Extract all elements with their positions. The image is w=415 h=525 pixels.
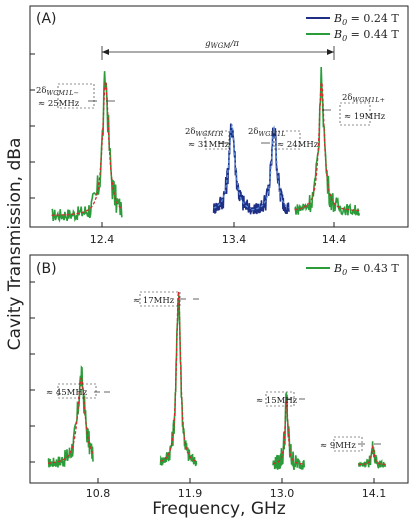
- series-a-green-peak-1: [51, 71, 123, 223]
- annotation-b1: ≈ 45MHz: [46, 383, 110, 399]
- series-b-peak-4: [357, 441, 387, 469]
- svg-text:≈ 9MHz: ≈ 9MHz: [320, 441, 356, 451]
- series-b-peak-4-fit: [358, 445, 386, 466]
- svg-text:≈ 19MHz: ≈ 19MHz: [344, 112, 386, 122]
- y-ticks-b: [30, 281, 35, 463]
- series-b-peak-2-fit: [160, 291, 197, 463]
- svg-text:≈ 17MHz: ≈ 17MHz: [133, 296, 175, 306]
- legend-a: B0 = 0.24 T B0 = 0.44 T: [306, 12, 399, 43]
- x-tick-b-3: 14.1: [362, 487, 387, 500]
- annotation-a1: 2δWGM1L− ≈ 25MHz: [36, 83, 115, 109]
- series-a-green-peak-1-fit: [51, 81, 123, 216]
- x-tick-a-2: 14.4: [322, 233, 347, 246]
- svg-text:2δWGM1L+: 2δWGM1L+: [342, 93, 385, 104]
- panel-a-curves: [51, 66, 361, 223]
- svg-text:≈ 15MHz: ≈ 15MHz: [256, 396, 298, 406]
- annotation-b3: ≈ 15MHz: [256, 391, 305, 407]
- series-b-peak-2: [159, 295, 198, 467]
- panel-b-curves: [47, 291, 387, 471]
- annotation-b2: ≈ 17MHz: [133, 291, 199, 307]
- legend-b1-label: B0 = 0.43 T: [333, 262, 399, 277]
- x-ticks-a: 12.4 13.4 14.4: [90, 222, 347, 246]
- svg-text:2δWGM1L: 2δWGM1L: [248, 127, 286, 138]
- series-b-peak-1-fit: [48, 377, 94, 464]
- legend-a2-label: B0 = 0.44 T: [333, 28, 399, 43]
- series-a-navy-peak-1: [212, 123, 253, 215]
- svg-text:≈ 31MHz: ≈ 31MHz: [188, 140, 230, 150]
- annotation-a3: 2δWGM1L ≈ 24MHz: [248, 127, 319, 150]
- svg-text:≈ 45MHz: ≈ 45MHz: [46, 388, 88, 398]
- svg-text:2δWGM1R: 2δWGM1R: [185, 127, 223, 138]
- x-tick-b-0: 10.8: [86, 487, 111, 500]
- series-a-green-peak-2-fit: [294, 82, 360, 212]
- y-axis-title: Cavity Transmission, dBa: [5, 138, 25, 351]
- panel-b-label: (B): [36, 261, 57, 277]
- x-tick-a-0: 12.4: [90, 233, 115, 246]
- x-ticks-b: 10.8 11.9 13.0 14.1: [86, 478, 387, 500]
- annotation-a4: 2δWGM1L+ ≈ 19MHz: [322, 93, 386, 126]
- series-a-green-peak-2: [293, 66, 361, 217]
- gwgm-span: gWGM/π: [101, 39, 335, 60]
- panel-a-label: (A): [36, 11, 57, 27]
- series-a-navy-peak-2-fit: [251, 125, 290, 211]
- series-b-peak-1: [47, 365, 94, 468]
- legend-b: B0 = 0.43 T: [306, 262, 399, 277]
- x-tick-b-1: 11.9: [178, 487, 203, 500]
- panel-b-frame: [29, 254, 409, 484]
- gwgm-label: gWGM/π: [205, 39, 239, 50]
- series-b-peak-3: [272, 392, 306, 471]
- x-tick-b-2: 13.0: [270, 487, 295, 500]
- series-a-navy-peak-1-fit: [213, 123, 252, 210]
- annotation-b4: ≈ 9MHz: [320, 436, 381, 452]
- legend-a1-label: B0 = 0.24 T: [333, 12, 399, 27]
- x-tick-a-1: 13.4: [222, 233, 247, 246]
- x-axis-title: Frequency, GHz: [152, 499, 286, 519]
- y-ticks-a: [30, 53, 35, 199]
- svg-text:≈ 25MHz: ≈ 25MHz: [38, 99, 80, 109]
- series-a-navy-peak-2: [250, 127, 290, 215]
- svg-text:2δWGM1L−: 2δWGM1L−: [36, 86, 79, 97]
- series-b-peak-3-fit: [273, 400, 305, 465]
- panel-a-frame: [29, 5, 409, 228]
- svg-text:≈ 24MHz: ≈ 24MHz: [277, 140, 319, 150]
- annotation-a2: 2δWGM1R ≈ 31MHz: [185, 127, 230, 150]
